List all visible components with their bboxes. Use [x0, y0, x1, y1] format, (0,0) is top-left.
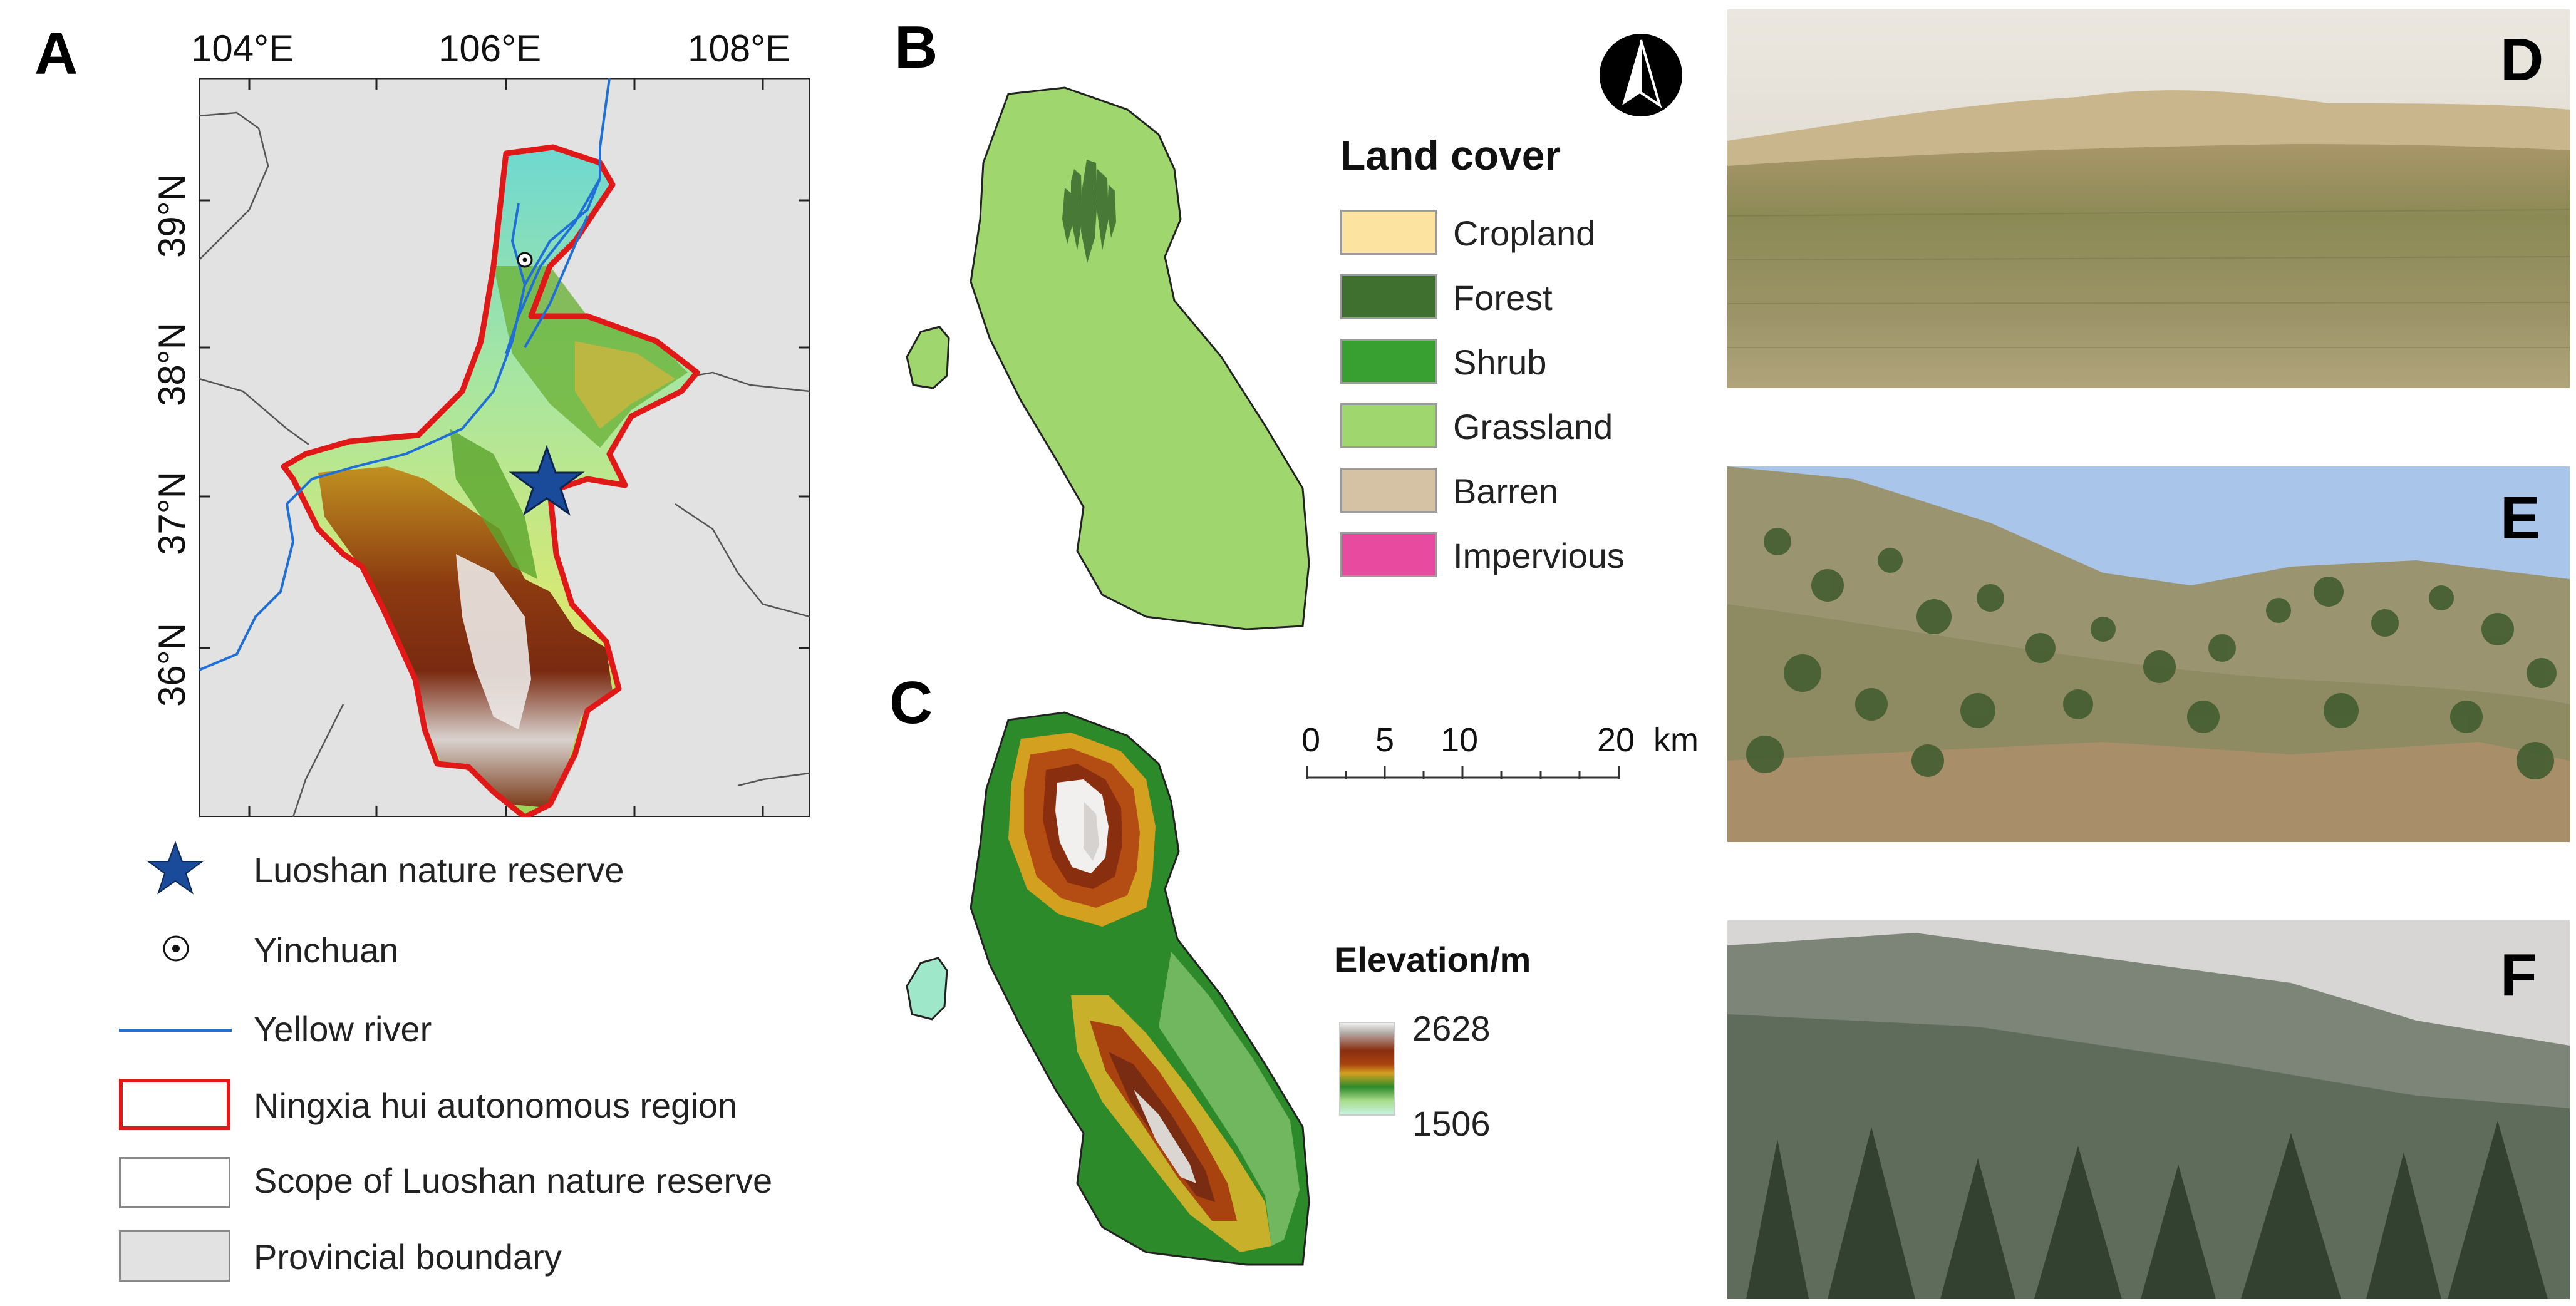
legend-label-yellow-river: Yellow river [254, 1009, 432, 1049]
scale-unit: km [1653, 721, 1699, 759]
lat-tick-37: 37°N [151, 471, 193, 556]
yellow-river [199, 78, 611, 671]
panel-label-b: B [894, 14, 938, 81]
legend-label-ningxia: Ningxia hui autonomous region [254, 1086, 738, 1125]
elevation-ramp [1339, 1022, 1395, 1116]
photo-forest [1727, 920, 2570, 1299]
lat-tick-39: 39°N [151, 173, 193, 259]
north-arrow-icon [1600, 34, 1682, 116]
elevation-min: 1506 [1412, 1104, 1491, 1143]
panel-label-e: E [2500, 485, 2541, 552]
panel-label-f: F [2500, 942, 2537, 1009]
panel-label-c: C [889, 669, 933, 736]
land-cover-title: Land cover [1340, 132, 1561, 178]
label-impervious: Impervious [1453, 536, 1625, 575]
lon-tick-104: 104°E [191, 28, 294, 69]
swatch-cropland [1340, 210, 1437, 255]
scale-label-10: 10 [1441, 721, 1479, 759]
elevation-max: 2628 [1412, 1009, 1491, 1048]
red-box-icon [119, 1079, 230, 1130]
star-icon [147, 841, 204, 895]
photo-grassland [1727, 9, 2570, 388]
lon-tick-108: 108°E [688, 28, 791, 69]
grey-box-icon [119, 1230, 230, 1282]
land-cover-map [906, 86, 1310, 630]
scale-label-0: 0 [1301, 721, 1321, 759]
swatch-forest [1340, 274, 1437, 319]
lat-tick-36: 36°N [151, 622, 193, 707]
scale-label-20: 20 [1597, 721, 1635, 759]
label-forest: Forest [1453, 278, 1553, 317]
elevation-title: Elevation/m [1334, 940, 1531, 979]
swatch-barren [1340, 468, 1437, 513]
dot-circle-icon [163, 935, 189, 962]
legend-label-provincial: Provincial boundary [254, 1237, 562, 1277]
lat-tick-38: 38°N [151, 322, 193, 407]
panel-label-d: D [2500, 26, 2544, 93]
legend-label-luoshan: Luoshan nature reserve [254, 850, 624, 890]
label-cropland: Cropland [1453, 213, 1596, 253]
regional-map [199, 78, 810, 817]
yinchuan-marker [517, 252, 533, 268]
swatch-grassland [1340, 403, 1437, 448]
elevation-map [906, 711, 1310, 1266]
ningxia-region [281, 144, 700, 817]
legend-label-scope: Scope of Luoshan nature reserve [254, 1161, 773, 1200]
river-line-icon [119, 1029, 232, 1032]
label-shrub: Shrub [1453, 342, 1547, 382]
lon-tick-106: 106°E [438, 28, 542, 69]
luoshan-star-icon [509, 445, 585, 516]
photo-shrubland [1727, 466, 2570, 842]
legend-label-yinchuan: Yinchuan [254, 930, 399, 970]
scale-bar [1306, 766, 1620, 779]
swatch-impervious [1340, 532, 1437, 577]
panel-label-a: A [34, 20, 78, 87]
label-grassland: Grassland [1453, 407, 1613, 446]
white-box-icon [119, 1157, 230, 1208]
scale-label-5: 5 [1375, 721, 1395, 759]
swatch-shrub [1340, 339, 1437, 384]
label-barren: Barren [1453, 471, 1559, 511]
